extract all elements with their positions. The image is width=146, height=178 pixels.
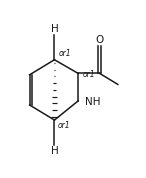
Text: or1: or1 bbox=[83, 70, 95, 79]
Text: or1: or1 bbox=[58, 121, 71, 130]
Text: H: H bbox=[51, 24, 58, 34]
Text: NH: NH bbox=[85, 97, 100, 107]
Text: or1: or1 bbox=[59, 49, 72, 58]
Text: O: O bbox=[96, 35, 104, 45]
Text: H: H bbox=[51, 146, 58, 156]
